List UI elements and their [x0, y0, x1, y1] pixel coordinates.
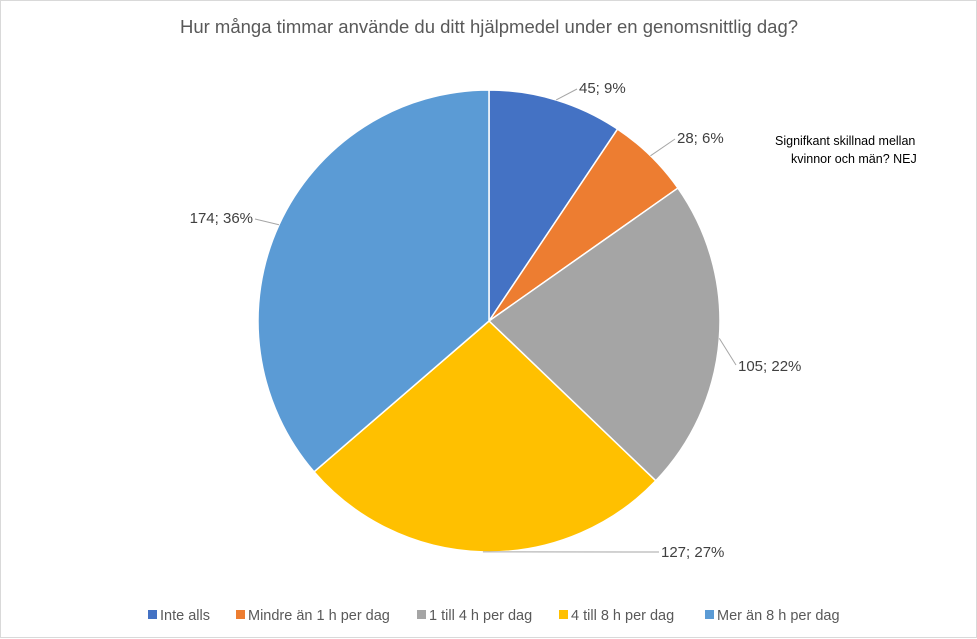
data-label-4-till-8-h-per-dag: 127; 27%	[661, 544, 724, 561]
data-label-mer-n-8-h-per-dag: 174; 36%	[190, 210, 253, 227]
legend-swatch-inte-alls	[148, 610, 157, 619]
legend-swatch-4-till-8-h-per-dag	[559, 610, 568, 619]
data-label-mindre-n-1-h-per-dag: 28; 6%	[677, 130, 724, 147]
legend-label-4-till-8-h-per-dag: 4 till 8 h per dag	[571, 608, 674, 624]
legend-swatch-mer-n-8-h-per-dag	[705, 610, 714, 619]
annotation-line-2: kvinnor och män? NEJ	[791, 152, 917, 166]
pie-slices	[258, 90, 720, 552]
legend-swatch-mindre-n-1-h-per-dag	[236, 610, 245, 619]
legend-label-inte-alls: Inte alls	[160, 608, 210, 624]
leader-line-inte-alls	[556, 89, 577, 100]
leader-line-1-till-4-h-per-dag	[719, 338, 736, 365]
legend-swatch-1-till-4-h-per-dag	[417, 610, 426, 619]
leader-line-mindre-n-1-h-per-dag	[650, 139, 675, 156]
legend-label-mindre-n-1-h-per-dag: Mindre än 1 h per dag	[248, 608, 390, 624]
data-label-inte-alls: 45; 9%	[579, 80, 626, 97]
annotation-line-1: Signifkant skillnad mellan	[775, 134, 915, 148]
legend-label-mer-n-8-h-per-dag: Mer än 8 h per dag	[717, 608, 840, 624]
leader-line-mer-n-8-h-per-dag	[255, 219, 279, 225]
data-label-1-till-4-h-per-dag: 105; 22%	[738, 358, 801, 375]
chart-title: Hur många timmar använde du ditt hjälpme…	[180, 16, 798, 37]
legend-label-1-till-4-h-per-dag: 1 till 4 h per dag	[429, 608, 532, 624]
legend: Inte alls Mindre än 1 h per dag 1 till 4 h…	[148, 608, 840, 624]
